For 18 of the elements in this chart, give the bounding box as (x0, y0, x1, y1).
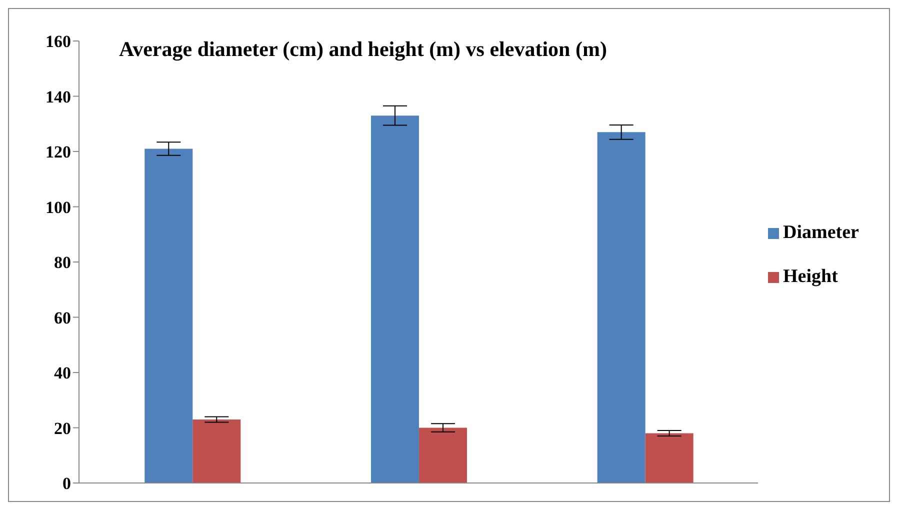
y-tick-label: 40 (54, 364, 71, 383)
bar (597, 132, 646, 483)
y-tick-label: 160 (46, 32, 71, 52)
y-tick-label: 140 (46, 87, 71, 106)
legend-label: Height (783, 266, 838, 287)
y-tick-label: 60 (54, 308, 71, 328)
bar (645, 433, 694, 483)
bar (192, 419, 241, 483)
y-tick-label: 20 (54, 418, 71, 438)
bar (418, 428, 467, 483)
y-tick-label: 80 (54, 253, 71, 272)
y-tick-label: 100 (46, 198, 71, 217)
bar (144, 148, 193, 483)
chart-title: Average diameter (cm) and height (m) vs elevation (m) (119, 37, 608, 62)
bar (370, 116, 419, 483)
legend-label: Diameter (783, 222, 859, 243)
y-tick-label: 120 (46, 142, 71, 162)
y-tick-label: 0 (62, 474, 71, 494)
